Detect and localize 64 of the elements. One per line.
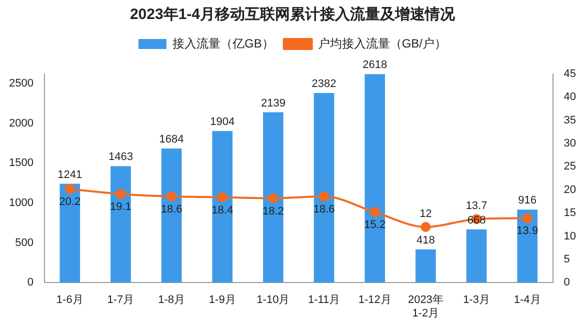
- point: [370, 207, 380, 218]
- y-tick-label: 2500: [8, 78, 34, 90]
- point: [166, 191, 177, 202]
- y2-tick-label: 35: [564, 114, 576, 126]
- x-tick-label: 2023年 1-2月: [408, 294, 444, 320]
- y2-tick-label: 0: [564, 276, 570, 289]
- bar: [517, 210, 538, 283]
- data-label: 1904: [210, 116, 235, 128]
- bar: [314, 92, 334, 283]
- point: [116, 189, 126, 200]
- data-label: 20.2: [59, 196, 81, 208]
- x-tick-label: 1-10月: [256, 294, 290, 306]
- point: [268, 193, 278, 204]
- data-label: 13.9: [516, 225, 538, 238]
- x-tick-label: 1-9月: [208, 294, 236, 306]
- y-tick-label: 500: [15, 236, 34, 249]
- point: [522, 213, 532, 224]
- x-tick-label: 1-6月: [56, 294, 84, 306]
- y-tick-label: 1500: [8, 157, 34, 170]
- data-label: 2382: [312, 78, 336, 90]
- bar: [416, 249, 436, 283]
- y2-tick-label: 10: [564, 230, 576, 242]
- y2-tick-label: 5: [564, 253, 570, 266]
- data-label: 1684: [159, 134, 184, 146]
- y-tick-label: 1000: [8, 197, 34, 210]
- y-tick-label: 2000: [8, 117, 34, 130]
- bar: [60, 184, 80, 283]
- y2-tick-label: 25: [564, 160, 576, 173]
- data-label: 1241: [58, 168, 82, 181]
- data-label: 1463: [108, 151, 133, 164]
- y2-tick-label: 40: [564, 91, 576, 104]
- bar: [263, 112, 284, 283]
- x-tick-label: 1-3月: [463, 294, 490, 306]
- legend-label: 接入流量（亿GB）: [172, 36, 274, 50]
- y2-tick-label: 20: [564, 184, 576, 196]
- data-label: 916: [518, 194, 537, 207]
- legend-label: 户均接入流量（GB/户）: [318, 36, 447, 50]
- data-label: 418: [416, 234, 435, 246]
- x-tick-label: 1-12月: [358, 294, 392, 306]
- point: [217, 192, 228, 202]
- y2-tick-label: 45: [564, 68, 576, 80]
- x-tick-label: 1-7月: [107, 294, 134, 306]
- point: [64, 184, 75, 194]
- data-label: 15.2: [364, 219, 386, 232]
- y-tick-label: 0: [27, 276, 34, 289]
- bar: [364, 74, 386, 283]
- data-label: 12: [420, 208, 432, 220]
- x-tick-label: 1-8月: [158, 294, 185, 306]
- x-tick-label: 1-11月: [308, 294, 340, 306]
- data-label: 18.2: [262, 205, 284, 218]
- chart-title: 2023年1-4月移动互联网累计接入流量及增速情况: [130, 5, 456, 24]
- data-label: 13.7: [466, 200, 488, 212]
- y2-tick-label: 15: [564, 207, 576, 220]
- bar: [110, 166, 131, 283]
- point: [319, 191, 330, 202]
- data-label: 19.1: [110, 201, 132, 214]
- data-label: 2618: [362, 59, 388, 72]
- x-tick-label: 1-4月: [514, 294, 541, 306]
- bar: [466, 229, 487, 283]
- point: [420, 222, 431, 232]
- data-label: 2139: [260, 97, 286, 110]
- y2-tick-label: 30: [564, 138, 576, 150]
- bar: [212, 131, 233, 283]
- bar: [161, 148, 182, 283]
